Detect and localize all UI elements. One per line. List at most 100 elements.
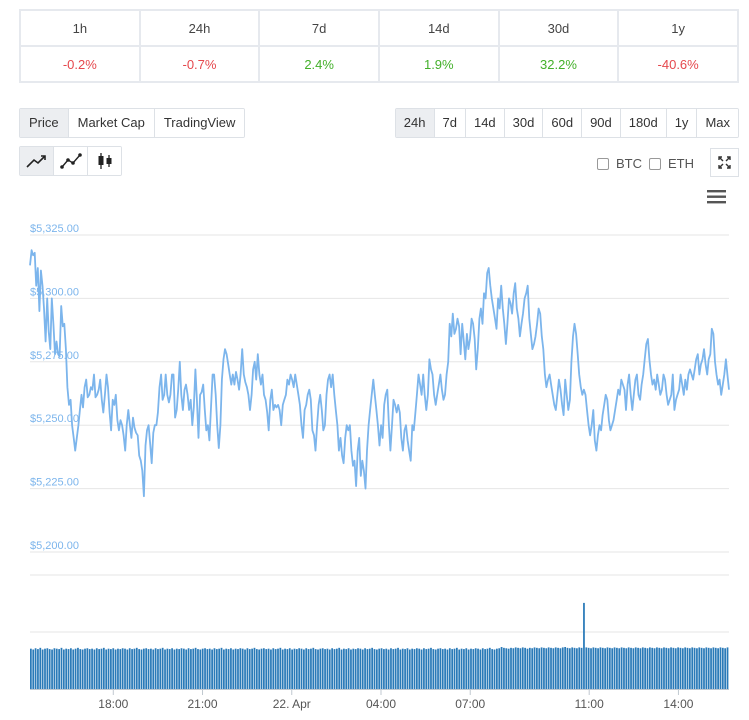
candlestick-button[interactable]	[87, 147, 121, 175]
volume-bar	[512, 648, 515, 689]
eth-checkbox[interactable]	[649, 157, 661, 170]
compare-btc[interactable]: BTC	[597, 156, 642, 171]
volume-bar	[310, 648, 312, 689]
volume-bar	[420, 649, 423, 689]
volume-bar	[467, 649, 470, 689]
volume-bar	[375, 649, 378, 689]
expand-icon	[718, 156, 731, 169]
range-button-90d[interactable]: 90d	[581, 109, 620, 137]
period-change-1y: -40.6%	[617, 45, 739, 83]
volume-bar	[627, 647, 630, 689]
volume-bar	[335, 648, 338, 689]
volume-bar	[613, 647, 616, 689]
time-range-group: 24h 7d 14d 30d 60d 90d 180d 1y Max	[394, 108, 739, 138]
volume-bar	[547, 647, 550, 689]
range-button-14d[interactable]: 14d	[464, 109, 504, 137]
range-button-max[interactable]: Max	[696, 109, 738, 137]
volume-bar	[126, 649, 129, 689]
volume-bar	[620, 647, 623, 689]
volume-bar	[455, 647, 458, 689]
volume-bar	[599, 647, 602, 689]
volume-bar	[604, 648, 607, 689]
volume-bar	[404, 649, 406, 689]
volume-bar	[397, 647, 399, 689]
line-chart-button[interactable]	[20, 147, 53, 175]
fullscreen-button[interactable]	[710, 148, 739, 177]
volume-bar	[135, 647, 138, 689]
volume-bar	[460, 648, 463, 689]
volume-bar	[507, 648, 510, 689]
volume-bar	[321, 648, 324, 689]
volume-bar	[84, 648, 86, 689]
volume-bar	[267, 648, 270, 689]
volume-bar	[399, 649, 402, 689]
volume-bar	[293, 648, 296, 689]
volume-bar	[667, 648, 670, 689]
volume-bar	[347, 648, 350, 689]
volume-bar	[488, 647, 491, 689]
volume-bar	[623, 647, 625, 689]
volume-bar	[576, 648, 578, 689]
volume-bar	[418, 648, 421, 689]
volume-bar	[246, 648, 249, 689]
volume-bar	[159, 648, 162, 689]
volume-bar	[164, 649, 166, 689]
volume-bar	[505, 648, 508, 689]
volume-bar	[724, 648, 727, 689]
volume-bar	[390, 648, 392, 689]
tab-price[interactable]: Price	[20, 109, 68, 137]
volume-bar	[241, 648, 244, 689]
volume-bar	[295, 649, 298, 689]
volume-bar	[291, 649, 293, 689]
volume-bar	[58, 649, 60, 689]
volume-bar	[696, 648, 698, 689]
volume-bar	[463, 649, 465, 689]
volume-bar	[281, 649, 284, 689]
range-button-180d[interactable]: 180d	[619, 109, 666, 137]
volume-bar	[383, 649, 385, 689]
volume-bar	[237, 649, 239, 689]
chart-type-group: Price Market Cap TradingView	[19, 108, 246, 138]
range-button-1y[interactable]: 1y	[665, 109, 697, 137]
y-tick-label: $5,225.00	[30, 477, 79, 489]
volume-bar	[719, 647, 722, 689]
volume-bar	[340, 649, 343, 689]
tab-tradingview[interactable]: TradingView	[153, 109, 245, 137]
volume-bar	[415, 648, 418, 689]
volume-bar	[573, 647, 576, 689]
range-button-60d[interactable]: 60d	[542, 109, 582, 137]
volume-bar	[561, 647, 564, 689]
volume-bar	[305, 648, 308, 689]
volume-bar	[423, 648, 425, 689]
range-button-30d[interactable]: 30d	[503, 109, 543, 137]
performance-header-row: 1h 24h 7d 14d 30d 1y	[19, 9, 739, 47]
volume-bar	[380, 648, 383, 689]
volume-bar	[343, 648, 345, 689]
volume-bar	[230, 648, 232, 689]
volume-bar	[303, 649, 305, 689]
volume-bar	[98, 649, 101, 689]
volume-bar	[641, 647, 644, 689]
point-line-chart-button[interactable]	[53, 147, 87, 175]
volume-bar	[361, 649, 364, 689]
tab-market-cap[interactable]: Market Cap	[67, 109, 154, 137]
volume-bar	[637, 647, 639, 689]
volume-bar	[630, 647, 632, 689]
volume-bar	[519, 648, 522, 689]
period-label-24h: 24h	[138, 9, 261, 47]
volume-bar	[472, 649, 475, 689]
hamburger-menu-icon[interactable]	[707, 189, 726, 205]
range-button-7d[interactable]: 7d	[433, 109, 465, 137]
volume-bar	[218, 648, 221, 689]
chart-style-group	[19, 146, 122, 176]
volume-bar	[131, 649, 133, 689]
range-button-24h[interactable]: 24h	[395, 109, 434, 137]
volume-bar	[528, 647, 531, 689]
period-label-30d: 30d	[497, 9, 620, 47]
compare-eth[interactable]: ETH	[649, 156, 694, 171]
volume-bar	[152, 649, 155, 689]
volume-bar	[444, 648, 446, 689]
volume-bar	[554, 647, 557, 689]
volume-bar	[77, 647, 79, 689]
btc-checkbox[interactable]	[597, 157, 609, 170]
